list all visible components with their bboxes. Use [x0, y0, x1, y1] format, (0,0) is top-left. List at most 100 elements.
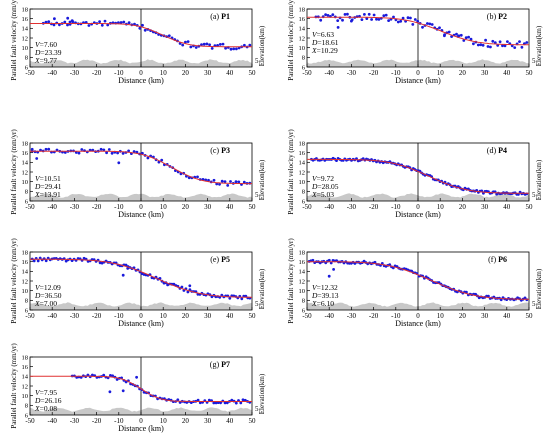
outlier-point [35, 157, 39, 160]
y-tick-label: 12 [299, 35, 306, 42]
data-point [141, 23, 144, 27]
x-tick-label: 30 [481, 312, 489, 320]
data-point [464, 36, 468, 40]
data-point [311, 258, 315, 262]
y-tick-label: 6 [302, 198, 306, 205]
data-point [341, 18, 344, 22]
data-point [115, 378, 119, 381]
data-point [329, 261, 333, 265]
data-point [365, 17, 369, 20]
param-v: V=6.63 [312, 30, 334, 39]
param-value: =28.05 [317, 182, 338, 191]
x-tick-label: 30 [204, 312, 212, 320]
x-tick-label: 50 [526, 312, 534, 320]
x-tick-label: 0 [139, 69, 143, 77]
data-point [242, 180, 246, 184]
x-tick-label: -10 [391, 312, 401, 320]
data-point [212, 178, 216, 182]
data-point [187, 176, 191, 180]
x-tick-label: 20 [182, 69, 190, 77]
data-point [32, 259, 36, 263]
x-tick-label: 40 [226, 203, 234, 211]
param-value: =36.50 [40, 291, 61, 300]
data-point [98, 20, 101, 23]
data-point [229, 180, 232, 183]
data-point [180, 285, 184, 289]
param-value: =6.10 [317, 299, 335, 308]
param-value: =13.91 [40, 190, 61, 199]
data-point [241, 398, 245, 402]
x-tick-label: -30 [347, 69, 357, 77]
model-fit-curve [30, 150, 252, 185]
param-symbol: D [34, 48, 41, 57]
param-v: V=12.32 [312, 283, 338, 292]
data-point [324, 13, 327, 16]
outlier-point [135, 375, 139, 379]
data-point [224, 46, 228, 50]
elevation-tick-label: 5 [255, 405, 259, 413]
param-symbol: D [311, 38, 318, 47]
x-tick-label: -20 [92, 312, 102, 320]
param-x: X=13.91 [34, 190, 61, 199]
chart-panel-p6: -50 -40 -30 -20 -10 0 10 20 30 40 50 6 8 10 12 14 16 18 Di… [287, 238, 543, 328]
y-tick-label: 6 [25, 198, 29, 205]
data-point [105, 151, 108, 155]
data-point [409, 16, 412, 20]
data-point [455, 32, 458, 36]
x-tick-label: 40 [226, 69, 234, 77]
data-point [525, 41, 529, 44]
data-point [430, 23, 434, 26]
y-tick-label: 16 [22, 16, 29, 23]
data-point [399, 19, 403, 23]
x-tick-label: -50 [302, 203, 312, 211]
param-symbol: X [311, 46, 317, 55]
data-point [232, 47, 236, 51]
y-tick-label: 8 [25, 189, 28, 196]
outlier-point [336, 26, 340, 29]
y-tick-label: 16 [299, 259, 306, 266]
profile-name: P2 [498, 12, 507, 21]
y-axis-label: Parallel fault velocity (mm/yr) [287, 129, 295, 215]
param-value: =5.03 [317, 190, 335, 199]
elevation-tick-label: 5 [532, 191, 536, 199]
y-axis-label: Parallel fault velocity (mm/yr) [10, 238, 18, 324]
data-point [189, 45, 193, 49]
data-point [319, 18, 323, 22]
param-value: =9.72 [317, 174, 335, 183]
data-point [208, 43, 212, 47]
data-point [52, 23, 56, 27]
x-tick-label: 30 [481, 203, 489, 211]
x-tick-label: -10 [391, 69, 401, 77]
data-point [102, 373, 106, 377]
data-point [372, 13, 376, 17]
param-symbol: V [312, 30, 318, 39]
model-fit-curve [30, 375, 252, 402]
x-tick-label: 40 [503, 203, 511, 211]
x-tick-label: 20 [182, 203, 190, 211]
data-point [138, 26, 142, 30]
elevation-tick-label: 5 [255, 57, 259, 65]
data-point [110, 151, 114, 155]
y-tick-label: 12 [299, 169, 306, 176]
param-d: D=36.50 [34, 291, 62, 300]
data-point [484, 38, 487, 42]
y-tick-label: 8 [25, 298, 28, 305]
data-point [225, 401, 229, 405]
x-tick-label: 50 [249, 312, 257, 320]
data-point [205, 42, 209, 46]
param-symbol: V [312, 174, 318, 183]
x-tick-label: -40 [48, 417, 58, 425]
param-x: X=10.29 [311, 46, 338, 55]
x-tick-label: 30 [481, 69, 489, 77]
data-point [360, 18, 364, 21]
y-tick-label: 14 [299, 26, 306, 33]
x-tick-label: 10 [160, 203, 168, 211]
y-tick-label: 10 [299, 45, 306, 52]
y-tick-label: 6 [25, 64, 29, 71]
data-point [87, 24, 91, 27]
x-tick-label: 20 [182, 417, 190, 425]
data-point [181, 43, 185, 47]
x-tick-label: 10 [437, 203, 445, 211]
data-point [111, 374, 114, 378]
x-tick-label: 0 [416, 203, 420, 211]
